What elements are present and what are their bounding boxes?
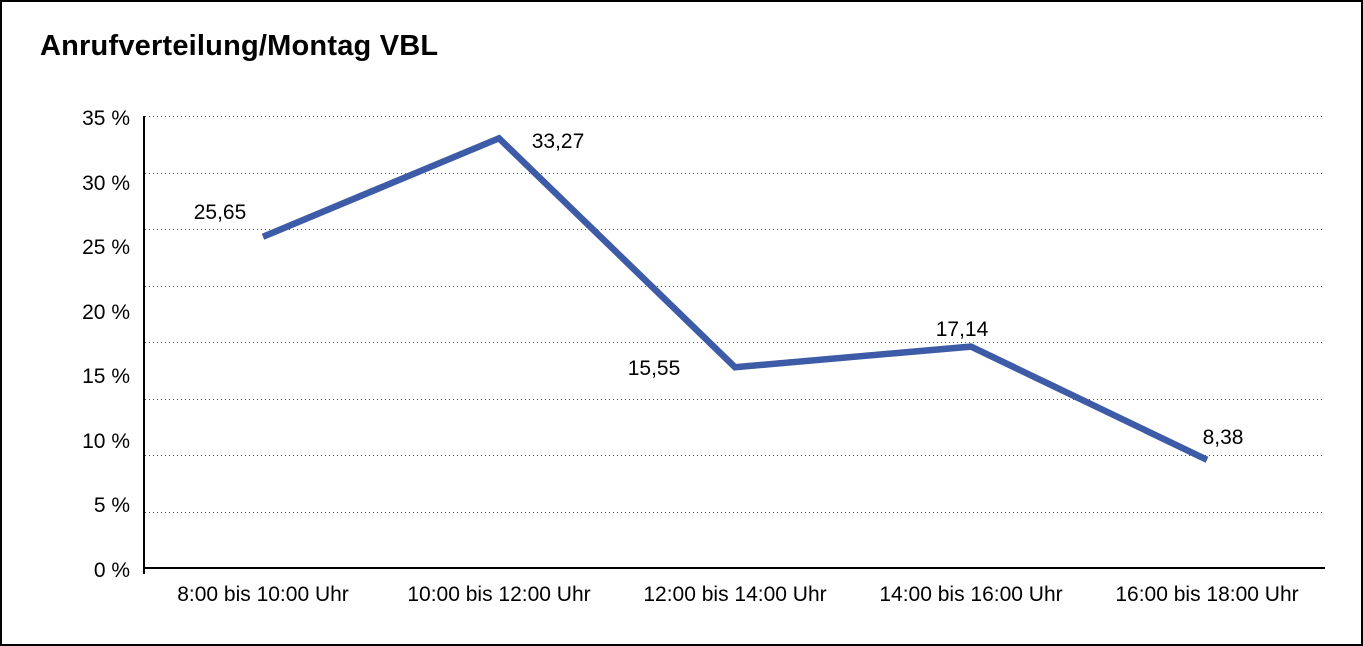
y-tick-label: 30 %	[82, 172, 130, 195]
data-point-label: 8,38	[1202, 426, 1244, 449]
gridline	[145, 285, 1325, 287]
gridline	[145, 116, 1325, 117]
gridline	[145, 398, 1325, 400]
plot-area	[143, 116, 1325, 574]
x-category-label: 10:00 bis 12:00 Uhr	[407, 583, 591, 606]
y-tick-label: 35 %	[82, 107, 130, 130]
x-category-label: 8:00 bis 10:00 Uhr	[177, 583, 349, 606]
gridline	[145, 455, 1325, 456]
gridline	[145, 511, 1325, 513]
gridline	[145, 342, 1325, 343]
x-category-label: 12:00 bis 14:00 Uhr	[643, 583, 827, 606]
y-tick-label: 20 %	[82, 301, 130, 324]
x-category-label: 16:00 bis 18:00 Uhr	[1115, 583, 1299, 606]
y-axis-line	[143, 116, 145, 574]
data-point-label: 15,55	[627, 357, 681, 380]
y-tick-label: 10 %	[82, 430, 130, 453]
line-series-svg	[261, 134, 1209, 463]
x-category-label: 14:00 bis 16:00 Uhr	[879, 583, 1063, 606]
y-tick-label: 5 %	[93, 494, 130, 517]
data-point-label: 33,27	[531, 130, 585, 153]
data-point-label: 17,14	[935, 318, 989, 341]
data-line	[261, 134, 1209, 463]
data-point-label: 25,65	[193, 201, 247, 224]
chart-title: Anrufverteilung/Montag VBL	[40, 30, 439, 62]
gridline	[145, 172, 1325, 174]
y-tick-label: 25 %	[82, 236, 130, 259]
gridline	[145, 229, 1325, 230]
y-tick-label: 15 %	[82, 365, 130, 388]
x-axis-line	[143, 567, 1325, 569]
y-tick-label: 0 %	[93, 559, 130, 582]
